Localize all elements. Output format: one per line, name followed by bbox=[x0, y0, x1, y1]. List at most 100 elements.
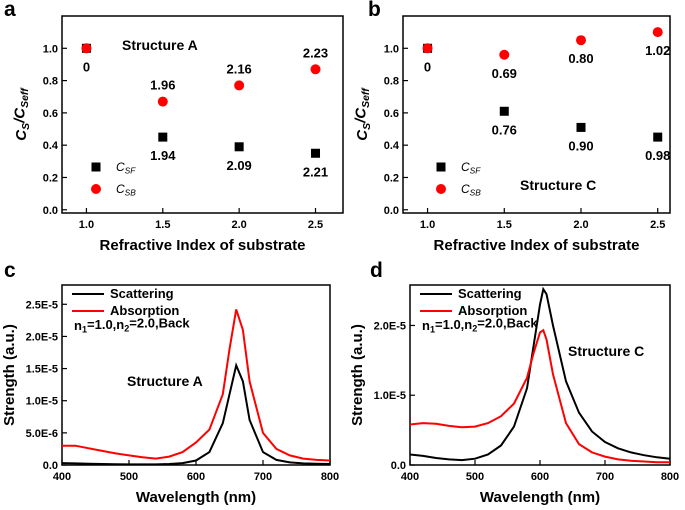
legend-subscript: SB bbox=[125, 188, 137, 198]
point-label: 1.94 bbox=[150, 148, 176, 163]
point bbox=[422, 43, 433, 54]
panel-letter: b bbox=[368, 0, 381, 21]
legend-marker bbox=[436, 162, 446, 172]
subscript: Seff bbox=[360, 87, 372, 108]
text-part: C bbox=[354, 129, 371, 141]
point-label: 2.09 bbox=[226, 158, 251, 173]
point-label: 1.02 bbox=[645, 43, 670, 58]
point bbox=[576, 122, 586, 132]
point-label: 0.69 bbox=[492, 66, 517, 81]
x-tick-label: 600 bbox=[531, 471, 549, 483]
subscript: 2 bbox=[472, 324, 477, 334]
series-line bbox=[62, 309, 331, 462]
legend-name: C bbox=[116, 182, 125, 196]
x-tick-label: 1.5 bbox=[497, 219, 512, 231]
y-tick-label: 0.2 bbox=[384, 172, 399, 184]
legend-label: CSF bbox=[116, 160, 136, 176]
y-tick-label: 1.0E-5 bbox=[374, 390, 406, 402]
y-tick-label: 2.0E-5 bbox=[374, 320, 406, 332]
subscript: S bbox=[361, 123, 373, 130]
y-tick-label: 1.5E-5 bbox=[26, 364, 58, 376]
structure-label: Structure C bbox=[568, 343, 644, 359]
x-tick-label: 2.0 bbox=[573, 219, 588, 231]
y-tick-label: 5.0E-6 bbox=[26, 428, 58, 440]
x-axis-label: Wavelength (nm) bbox=[136, 489, 256, 506]
legend-label: Scattering bbox=[458, 286, 522, 301]
y-tick-label: 0.8 bbox=[43, 76, 58, 88]
y-tick-label: 0.8 bbox=[384, 76, 399, 88]
x-tick-label: 400 bbox=[401, 471, 419, 483]
y-tick-label: 0.2 bbox=[43, 172, 58, 184]
structure-label: Structure A bbox=[127, 373, 203, 389]
panel-letter: a bbox=[4, 0, 16, 21]
text-part: n bbox=[74, 318, 82, 333]
legend-label: CSB bbox=[461, 182, 481, 198]
point-label: 2.16 bbox=[226, 61, 251, 76]
point bbox=[234, 80, 245, 91]
legend-subscript: SF bbox=[125, 166, 137, 176]
panel-letter: c bbox=[4, 259, 16, 282]
legend-name: C bbox=[116, 160, 125, 174]
point bbox=[653, 132, 663, 142]
panel-letter: d bbox=[370, 259, 383, 282]
y-tick-label: 2.0E-5 bbox=[26, 331, 58, 343]
y-axis-label: CS/CSeff bbox=[12, 87, 33, 141]
x-tick-label: 700 bbox=[254, 471, 272, 483]
legend-label: Scattering bbox=[110, 286, 174, 301]
point bbox=[310, 64, 321, 75]
y-tick-label: 0.6 bbox=[43, 108, 58, 120]
legend-name: C bbox=[461, 160, 470, 174]
y-tick-label: 0.4 bbox=[43, 140, 59, 152]
point bbox=[499, 106, 509, 116]
x-tick-label: 1.5 bbox=[155, 219, 170, 231]
y-tick-label: 0.0 bbox=[384, 205, 399, 217]
point bbox=[311, 148, 321, 158]
x-tick-label: 700 bbox=[596, 471, 614, 483]
legend-label: CSF bbox=[461, 160, 481, 176]
legend-marker bbox=[436, 184, 446, 194]
x-tick-label: 2.5 bbox=[308, 219, 323, 231]
point-label: 0.76 bbox=[492, 122, 517, 137]
y-tick-label: 1.0E-5 bbox=[26, 396, 58, 408]
y-tick-label: 1.0 bbox=[43, 43, 58, 55]
y-tick-label: 0.0 bbox=[43, 205, 58, 217]
text-part: C bbox=[13, 129, 30, 141]
subscript: 1 bbox=[82, 325, 87, 335]
x-tick-label: 500 bbox=[466, 471, 484, 483]
point-label: 0 bbox=[424, 59, 431, 74]
text-part: =1.0,n bbox=[435, 317, 472, 332]
subscript: 2 bbox=[124, 324, 129, 334]
structure-label: Structure A bbox=[122, 37, 198, 53]
structure-label: Structure C bbox=[520, 177, 596, 193]
x-tick-label: 800 bbox=[321, 471, 339, 483]
text-part: n bbox=[422, 318, 430, 333]
y-tick-label: 0.4 bbox=[384, 140, 400, 152]
subscript: 1 bbox=[430, 325, 435, 335]
text-part: /C bbox=[353, 107, 370, 124]
x-tick-label: 800 bbox=[661, 471, 679, 483]
x-tick-label: 500 bbox=[120, 471, 138, 483]
y-axis-label: CS/CSeff bbox=[353, 87, 374, 141]
x-axis-label: Wavelength (nm) bbox=[480, 489, 600, 506]
point-label: 0.90 bbox=[568, 138, 593, 153]
text-part: /C bbox=[12, 107, 29, 124]
series-line bbox=[61, 362, 331, 466]
point bbox=[157, 96, 168, 107]
legend-subscript: SF bbox=[470, 166, 482, 176]
x-tick-label: 2.5 bbox=[650, 219, 665, 231]
y-tick-label: 1.0 bbox=[384, 43, 399, 55]
point-label: 1.96 bbox=[150, 78, 175, 93]
y-tick-label: 0.0 bbox=[43, 460, 58, 472]
y-axis-label: Strength (a.u.) bbox=[1, 324, 18, 426]
point bbox=[81, 43, 92, 54]
x-tick-label: 1.0 bbox=[79, 219, 94, 231]
legend-marker bbox=[91, 184, 101, 194]
point-label: 2.21 bbox=[303, 164, 328, 179]
text-part: =2.0,Back bbox=[129, 316, 190, 331]
x-axis-label: Refractive Index of substrate bbox=[100, 237, 306, 254]
x-tick-label: 400 bbox=[53, 471, 71, 483]
y-tick-label: 2.5E-5 bbox=[26, 299, 58, 311]
point bbox=[652, 27, 663, 38]
legend-marker bbox=[91, 162, 101, 172]
